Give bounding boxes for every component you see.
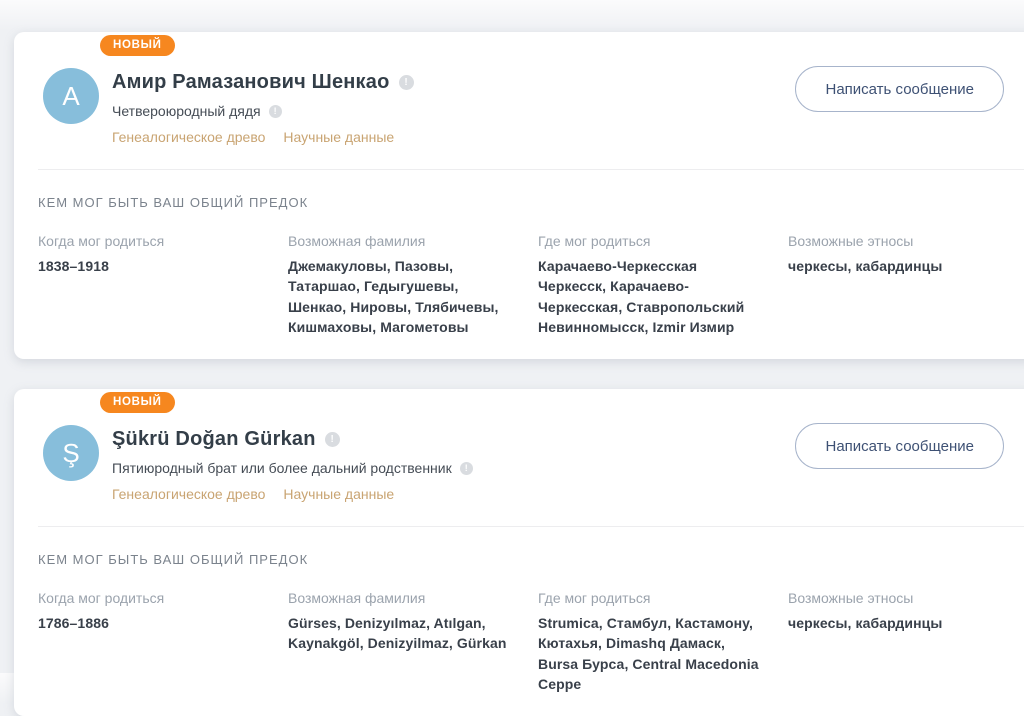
dna-match-card: НОВЫЙ Ş Şükrü Doğan Gürkan ! Пятиюродный… (14, 389, 1024, 716)
field-value: Gürses, Denizyılmaz, Atılgan, Kaynakgöl,… (288, 615, 507, 652)
match-header: A Амир Рамазанович Шенкао ! Четвероюродн… (14, 56, 1024, 145)
field-value: Джемакуловы, Пазовы, Татаршао, Гедыгушев… (288, 258, 499, 335)
field-label: Когда мог родиться (38, 233, 165, 249)
info-icon[interactable]: ! (459, 461, 473, 475)
common-ancestor-title: КЕМ МОГ БЫТЬ ВАШ ОБЩИЙ ПРЕДОК (38, 552, 309, 568)
match-header: Ş Şükrü Doğan Gürkan ! Пятиюродный брат … (14, 413, 1024, 502)
new-badge: НОВЫЙ (100, 392, 175, 414)
birth-years-field: Когда мог родиться 1786–1886 (38, 590, 288, 694)
common-ancestor-title: КЕМ МОГ БЫТЬ ВАШ ОБЩИЙ ПРЕДОК (38, 195, 309, 210)
genealogy-tree-link[interactable]: Генеалогическое древо (112, 129, 266, 145)
scientific-data-link[interactable]: Научные данные (283, 129, 395, 145)
birthplace-field: Где мог родиться Карачаево-Черкесская Че… (538, 233, 788, 337)
ethnos-field: Возможные этносы черкесы, кабардинцы (788, 590, 1024, 694)
surname-field: Возможная фамилия Gürses, Denizyılmaz, A… (288, 590, 538, 694)
person-name: Şükrü Doğan Gürkan (112, 428, 316, 451)
birth-years-field: Когда мог родиться 1838–1918 (38, 233, 288, 337)
write-message-button[interactable]: Написать сообщение (795, 66, 1004, 112)
field-label: Возможные этносы (788, 233, 914, 249)
new-badge: НОВЫЙ (100, 35, 175, 56)
avatar: A (43, 68, 99, 124)
avatar: Ş (43, 425, 99, 482)
relationship-label: Четвероюродный дядя (112, 103, 261, 119)
field-label: Когда мог родиться (38, 590, 165, 607)
surname-field: Возможная фамилия Джемакуловы, Пазовы, Т… (288, 233, 538, 337)
field-label: Где мог родиться (538, 233, 651, 249)
field-value: черкесы, кабардинцы (788, 615, 943, 632)
info-icon[interactable]: ! (268, 104, 282, 118)
info-icon[interactable]: ! (324, 432, 340, 448)
birthplace-field: Где мог родиться Strumica, Стамбул, Каст… (538, 590, 788, 694)
divider (38, 169, 1024, 170)
field-value: Карачаево-Черкесская Черкесск, Карачаево… (538, 258, 745, 335)
field-label: Возможная фамилия (288, 590, 426, 607)
dna-match-card: НОВЫЙ A Амир Рамазанович Шенкао ! Четвер… (14, 32, 1024, 360)
scientific-data-link[interactable]: Научные данные (283, 486, 395, 503)
relationship-label: Пятиюродный брат или более дальний родст… (112, 460, 452, 477)
field-label: Возможная фамилия (288, 233, 426, 249)
write-message-button[interactable]: Написать сообщение (795, 423, 1004, 470)
ethnos-field: Возможные этносы черкесы, кабардинцы (788, 233, 1024, 337)
field-value: 1838–1918 (38, 258, 109, 274)
field-label: Возможные этносы (788, 590, 914, 607)
field-label: Где мог родиться (538, 590, 651, 607)
field-value: черкесы, кабардинцы (788, 258, 943, 274)
person-name: Амир Рамазанович Шенкао (112, 71, 390, 93)
divider (38, 526, 1024, 528)
genealogy-tree-link[interactable]: Генеалогическое древо (112, 486, 266, 503)
info-icon[interactable]: ! (398, 75, 414, 90)
field-value: 1786–1886 (38, 615, 109, 632)
field-value: Strumica, Стамбул, Кастамону, Кютахья, D… (538, 615, 759, 693)
